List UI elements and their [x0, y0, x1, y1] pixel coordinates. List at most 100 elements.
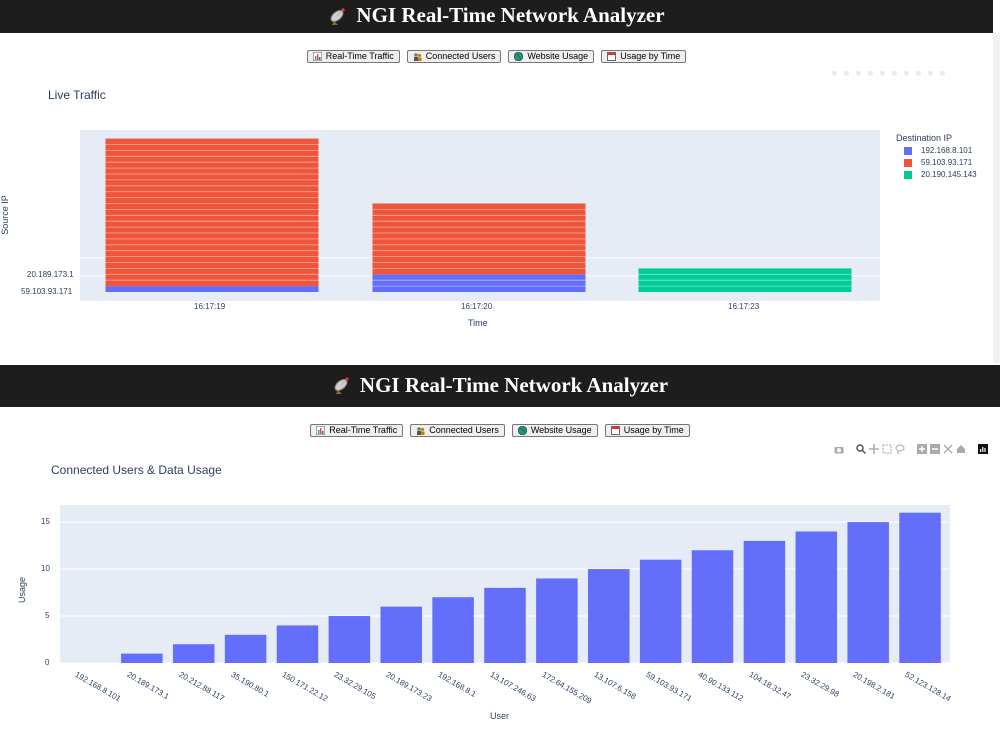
website-usage-label: Website Usage: [530, 425, 592, 435]
zoom-icon[interactable]: ■: [843, 68, 850, 78]
home-icon[interactable]: [956, 444, 966, 454]
camera-icon[interactable]: [834, 445, 844, 454]
app-title: NGI Real-Time Network Analyzer: [356, 3, 665, 27]
usage-bar[interactable]: [639, 559, 682, 663]
usage-bar[interactable]: [847, 522, 889, 663]
nav-button-row: Real-Time Traffic Connected Users Websit…: [0, 50, 993, 63]
connected-users-y-tick: 5: [45, 611, 50, 620]
usage-bar[interactable]: [484, 587, 526, 663]
usage-bar[interactable]: [121, 653, 163, 663]
website-usage-button[interactable]: Website Usage: [511, 424, 598, 437]
legend-swatch: [904, 170, 912, 179]
bar-192-168-8-101-16-17-20[interactable]: [372, 274, 586, 292]
usage-bar[interactable]: [536, 578, 578, 663]
connected-users-x-tick: 172.64.155.209: [540, 670, 594, 706]
legend-item[interactable]: 59.103.93.171: [904, 158, 972, 167]
connected-users-plot[interactable]: [60, 505, 950, 663]
connected-users-x-tick: 20.198.2.181: [851, 670, 897, 702]
legend-item[interactable]: 192.168.8.101: [904, 146, 972, 155]
usage-by-time-button[interactable]: Usage by Time: [604, 424, 690, 437]
usage-bar[interactable]: [899, 512, 941, 663]
usage-bar[interactable]: [276, 625, 319, 663]
legend-item[interactable]: 20.190.145.143: [904, 170, 977, 179]
usage-bar[interactable]: [588, 569, 630, 663]
connected-users-label: Connected Users: [425, 51, 496, 61]
bar-59-103-93-171-16-17-19[interactable]: [105, 138, 319, 287]
lasso-icon[interactable]: ■: [879, 68, 886, 78]
modebar-faded[interactable]: ■ ■ ■ ■ ■ ■ ■ ■ ■ ■: [830, 69, 947, 78]
satellite-dish-icon: [334, 377, 349, 394]
app-header: NGI Real-Time Network Analyzer: [0, 365, 1000, 407]
website-usage-button[interactable]: Website Usage: [508, 50, 595, 63]
connected-users-button[interactable]: Connected Users: [406, 50, 502, 63]
zoom-in-icon[interactable]: ■: [891, 68, 898, 78]
live-traffic-x-tick: 16:17:23: [728, 302, 760, 311]
usage-bar[interactable]: [743, 540, 786, 663]
connected-users-x-tick: 23.32.29.98: [799, 670, 841, 699]
legend-title: Destination IP: [896, 133, 953, 143]
legend-label: 59.103.93.171: [921, 158, 973, 167]
zoom-in-icon[interactable]: [917, 444, 927, 454]
pan-icon[interactable]: ■: [855, 68, 862, 78]
pan-icon[interactable]: [869, 444, 879, 454]
box-select-icon[interactable]: ■: [867, 68, 874, 78]
autoscale-icon[interactable]: ■: [915, 68, 922, 78]
connected-users-x-tick: 192.168.8.101: [73, 670, 123, 704]
usage-bar[interactable]: [795, 531, 838, 663]
usage-bar[interactable]: [432, 597, 474, 663]
usage-by-time-label: Usage by Time: [623, 425, 684, 435]
modebar[interactable]: [834, 444, 988, 454]
app-title: NGI Real-Time Network Analyzer: [359, 373, 669, 397]
live-traffic-plot[interactable]: [80, 130, 880, 301]
live-traffic-title: Live Traffic: [48, 88, 106, 102]
camera-icon[interactable]: ■: [831, 68, 838, 78]
globe-icon: [514, 52, 524, 61]
usage-bar[interactable]: [224, 634, 267, 663]
globe-icon: [517, 426, 527, 435]
connected-users-x-tick: 40.90.133.112: [696, 670, 745, 704]
zoom-icon[interactable]: [856, 444, 866, 454]
zoom-out-icon[interactable]: [930, 444, 940, 454]
usage-by-time-button[interactable]: Usage by Time: [601, 50, 687, 63]
bar-chart-icon: [312, 52, 322, 61]
connected-users-y-tick: 0: [45, 658, 50, 667]
users-icon: [413, 53, 422, 61]
connected-users-bars[interactable]: [121, 512, 941, 663]
usage-bar[interactable]: [328, 616, 371, 663]
live-traffic-y-axis-title: Source IP: [0, 195, 10, 235]
scrollbar[interactable]: [993, 33, 1000, 363]
live-traffic-x-tick: 16:17:20: [461, 302, 493, 311]
home-icon[interactable]: ■: [927, 68, 934, 78]
autoscale-icon[interactable]: [943, 444, 953, 454]
connected-users-y-tick: 10: [41, 564, 50, 573]
users-icon: [417, 427, 425, 435]
legend-swatch: [904, 158, 912, 167]
real-time-traffic-button[interactable]: Real-Time Traffic: [310, 424, 404, 437]
plotly-logo-icon[interactable]: [978, 444, 988, 454]
bar-192-168-8-101-16-17-19[interactable]: [105, 286, 319, 292]
usage-bar[interactable]: [380, 606, 422, 663]
zoom-out-icon[interactable]: ■: [903, 68, 910, 78]
connected-users-y-axis-title: Usage: [17, 577, 27, 604]
usage-bar[interactable]: [691, 550, 734, 663]
live-traffic-y-tick: 20.189.173.1: [27, 270, 74, 279]
connected-users-x-tick: 150.171.22.12: [280, 670, 330, 704]
lasso-icon[interactable]: [895, 444, 905, 454]
connected-users-x-axis-title: User: [490, 711, 510, 721]
real-time-traffic-button[interactable]: Real-Time Traffic: [306, 50, 400, 63]
connected-users-button[interactable]: Connected Users: [410, 424, 505, 437]
satellite-dish-icon: [330, 7, 346, 25]
box-select-icon[interactable]: [882, 444, 892, 454]
real-time-traffic-label: Real-Time Traffic: [329, 425, 398, 435]
connected-users-x-tick: 52.123.128.14: [903, 670, 953, 704]
nav-button-row: Real-Time Traffic Connected Users Websit…: [0, 424, 1000, 437]
usage-bar[interactable]: [172, 644, 215, 663]
plotly-logo-icon[interactable]: ■: [939, 68, 946, 78]
connected-users-x-tick: 20.212.88.117: [177, 670, 226, 704]
legend-label: 20.190.145.143: [921, 170, 977, 179]
website-usage-label: Website Usage: [527, 51, 589, 61]
live-traffic-bars[interactable]: [105, 138, 852, 292]
live-traffic-x-axis-title: Time: [468, 318, 488, 328]
real-time-traffic-label: Real-Time Traffic: [325, 51, 394, 61]
connected-users-title: Connected Users & Data Usage: [51, 463, 222, 477]
